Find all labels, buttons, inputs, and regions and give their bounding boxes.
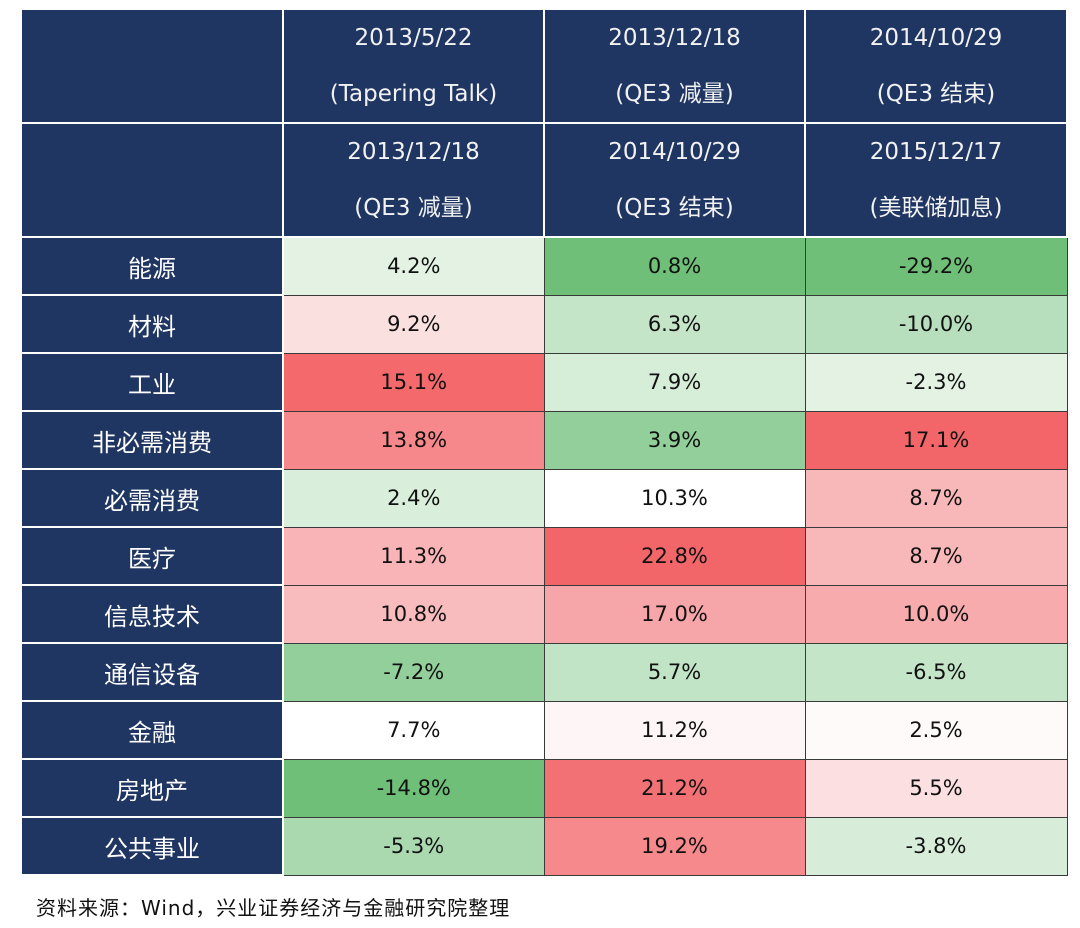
return-cell: 17.0%	[543, 584, 806, 644]
table-row: 必需消费 2.4% 10.3% 8.7%	[20, 468, 1068, 528]
header-date: 2013/12/18	[347, 139, 480, 165]
sector-label: 能源	[20, 236, 284, 296]
return-cell: 3.9%	[543, 410, 806, 470]
return-cell: -29.2%	[804, 236, 1068, 296]
header-date: 2014/10/29	[608, 139, 741, 165]
table-row: 医疗 11.3% 22.8% 8.7%	[20, 526, 1068, 586]
return-cell: 4.2%	[282, 236, 545, 296]
header-event: (QE3 减量)	[354, 195, 473, 221]
table-row: 信息技术 10.8% 17.0% 10.0%	[20, 584, 1068, 644]
table-row: 公共事业 -5.3% 19.2% -3.8%	[20, 816, 1068, 876]
sector-label: 材料	[20, 294, 284, 354]
header-event: (QE3 结束)	[615, 195, 734, 221]
return-cell: 5.7%	[543, 642, 806, 702]
header-event: (QE3 减量)	[615, 81, 734, 107]
header-start-period-1: 2013/5/22 (Tapering Talk)	[282, 8, 545, 124]
return-cell: -14.8%	[282, 758, 545, 818]
return-cell: 10.0%	[804, 584, 1068, 644]
return-cell: -10.0%	[804, 294, 1068, 354]
return-cell: 10.3%	[543, 468, 806, 528]
header-event: (QE3 结束)	[876, 81, 996, 107]
header-corner-bottom	[20, 122, 284, 238]
header-date: 2013/12/18	[608, 25, 741, 51]
header-event: (美联储加息)	[869, 195, 1003, 221]
return-cell: 17.1%	[804, 410, 1068, 470]
sector-label: 通信设备	[20, 642, 284, 702]
header-end-period-2: 2014/10/29 (QE3 结束)	[543, 122, 806, 238]
header-start-period-2: 2013/12/18 (QE3 减量)	[543, 8, 806, 124]
header-corner-top	[20, 8, 284, 124]
header-date: 2014/10/29	[869, 25, 1003, 51]
return-cell: 19.2%	[543, 816, 806, 876]
return-cell: 8.7%	[804, 526, 1068, 586]
return-cell: -6.5%	[804, 642, 1068, 702]
return-cell: 10.8%	[282, 584, 545, 644]
return-cell: 0.8%	[543, 236, 806, 296]
table-row: 金融 7.7% 11.2% 2.5%	[20, 700, 1068, 760]
sector-label: 必需消费	[20, 468, 284, 528]
sector-label: 非必需消费	[20, 410, 284, 470]
table-row: 能源 4.2% 0.8% -29.2%	[20, 236, 1068, 296]
sector-label: 金融	[20, 700, 284, 760]
header-event: (Tapering Talk)	[329, 81, 498, 107]
return-table-container: 2013/5/22 (Tapering Talk) 2013/12/18 (QE…	[20, 8, 1068, 876]
header-date: 2015/12/17	[869, 139, 1003, 165]
sector-label: 房地产	[20, 758, 284, 818]
return-cell: 7.9%	[543, 352, 806, 412]
return-cell: -7.2%	[282, 642, 545, 702]
table-row: 房地产 -14.8% 21.2% 5.5%	[20, 758, 1068, 818]
source-note: 资料来源：Wind，兴业证券经济与金融研究院整理	[36, 896, 511, 920]
return-cell: 5.5%	[804, 758, 1068, 818]
table-row: 通信设备 -7.2% 5.7% -6.5%	[20, 642, 1068, 702]
return-cell: -3.8%	[804, 816, 1068, 876]
return-cell: 11.2%	[543, 700, 806, 760]
return-cell: 13.8%	[282, 410, 545, 470]
sector-label: 医疗	[20, 526, 284, 586]
return-cell: 2.4%	[282, 468, 545, 528]
return-cell: 11.3%	[282, 526, 545, 586]
return-cell: 2.5%	[804, 700, 1068, 760]
header-start-period-3: 2014/10/29 (QE3 结束)	[804, 8, 1068, 124]
table-row: 工业 15.1% 7.9% -2.3%	[20, 352, 1068, 412]
header-row-end: 2013/12/18 (QE3 减量) 2014/10/29 (QE3 结束) …	[20, 122, 1068, 238]
table-row: 材料 9.2% 6.3% -10.0%	[20, 294, 1068, 354]
header-date: 2013/5/22	[354, 25, 473, 51]
header-row-start: 2013/5/22 (Tapering Talk) 2013/12/18 (QE…	[20, 8, 1068, 124]
sector-label: 公共事业	[20, 816, 284, 876]
return-cell: 22.8%	[543, 526, 806, 586]
return-cell: 7.7%	[282, 700, 545, 760]
table-row: 非必需消费 13.8% 3.9% 17.1%	[20, 410, 1068, 470]
return-cell: 21.2%	[543, 758, 806, 818]
return-cell: -2.3%	[804, 352, 1068, 412]
return-cell: 8.7%	[804, 468, 1068, 528]
sector-return-table: 2013/5/22 (Tapering Talk) 2013/12/18 (QE…	[20, 8, 1068, 876]
return-cell: 6.3%	[543, 294, 806, 354]
sector-label: 信息技术	[20, 584, 284, 644]
header-end-period-3: 2015/12/17 (美联储加息)	[804, 122, 1068, 238]
header-end-period-1: 2013/12/18 (QE3 减量)	[282, 122, 545, 238]
return-cell: 9.2%	[282, 294, 545, 354]
sector-label: 工业	[20, 352, 284, 412]
return-cell: -5.3%	[282, 816, 545, 876]
return-cell: 15.1%	[282, 352, 545, 412]
